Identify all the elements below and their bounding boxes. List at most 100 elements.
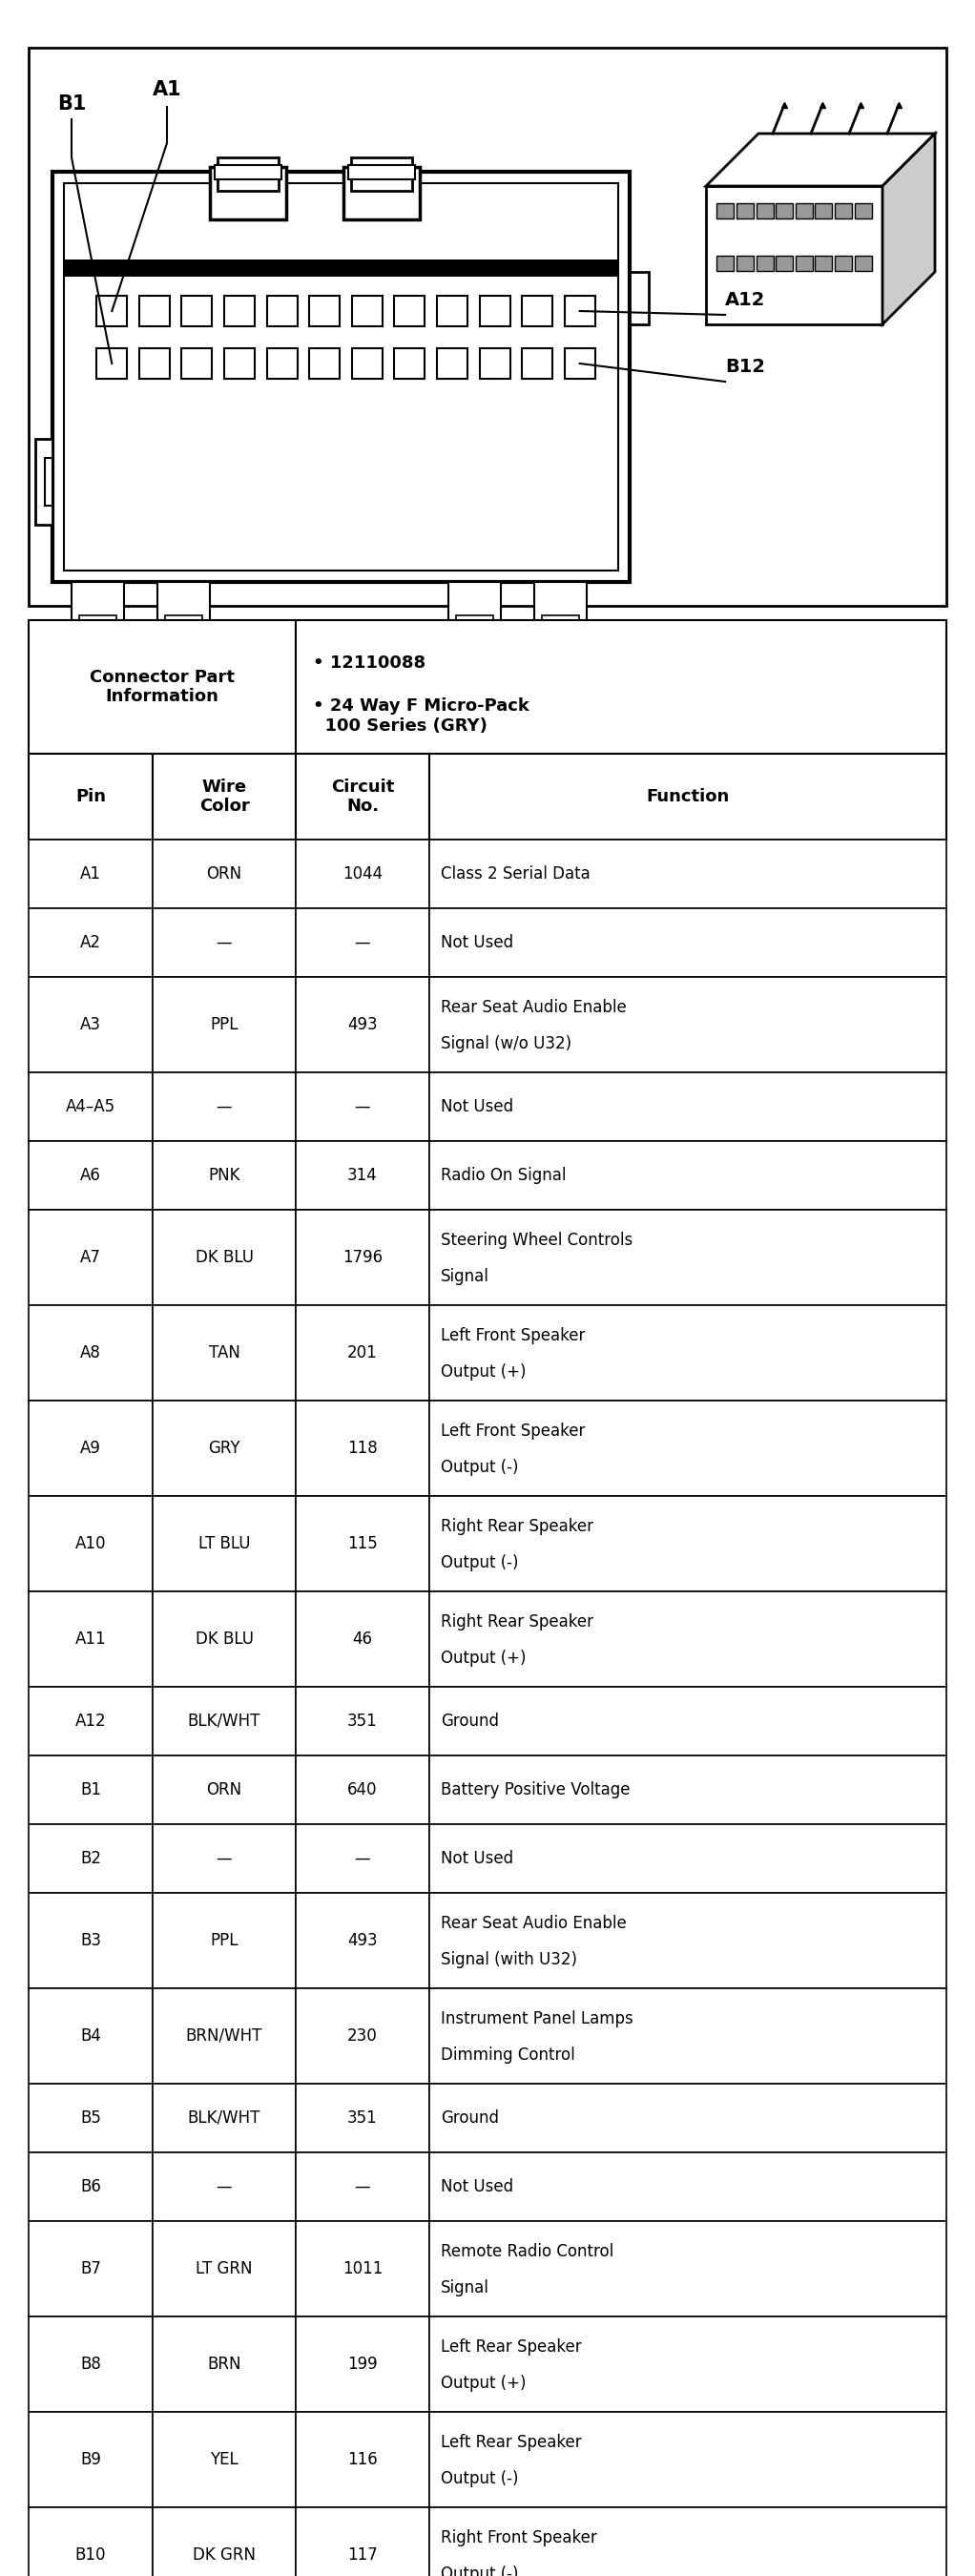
Bar xyxy=(153,2316,295,2411)
Bar xyxy=(97,348,127,379)
Bar xyxy=(295,1592,429,1687)
Bar xyxy=(522,348,553,379)
Text: Pin: Pin xyxy=(75,788,106,806)
Text: 199: 199 xyxy=(347,2354,377,2372)
Bar xyxy=(796,204,812,219)
Bar xyxy=(295,1306,429,1401)
Bar xyxy=(165,616,202,634)
Text: Remote Radio Control: Remote Radio Control xyxy=(441,2244,613,2259)
Bar xyxy=(153,1687,295,1754)
Text: ORN: ORN xyxy=(207,866,242,884)
Text: BLK/WHT: BLK/WHT xyxy=(188,2110,260,2128)
Bar xyxy=(295,2154,429,2221)
Text: DK BLU: DK BLU xyxy=(195,1631,254,1649)
Text: DK BLU: DK BLU xyxy=(195,1249,254,1265)
Text: GRY: GRY xyxy=(208,1440,240,1458)
Text: 115: 115 xyxy=(347,1535,377,1553)
Text: B6: B6 xyxy=(80,2179,101,2195)
Bar xyxy=(295,2221,429,2316)
Text: A3: A3 xyxy=(80,1015,101,1033)
Bar xyxy=(534,582,587,621)
Text: Instrument Panel Lamps: Instrument Panel Lamps xyxy=(441,2009,633,2027)
Bar xyxy=(28,909,153,976)
Bar xyxy=(429,1824,947,1893)
Text: Signal: Signal xyxy=(441,2280,489,2295)
Text: Ground: Ground xyxy=(441,1713,499,1728)
Text: A11: A11 xyxy=(75,1631,106,1649)
Bar xyxy=(53,173,630,582)
Bar xyxy=(28,1141,153,1211)
Bar xyxy=(815,255,833,270)
Text: —: — xyxy=(216,1850,232,1868)
Bar xyxy=(153,1824,295,1893)
Bar xyxy=(28,1893,153,1989)
Text: Left Rear Speaker: Left Rear Speaker xyxy=(441,2434,582,2450)
Bar xyxy=(28,1754,153,1824)
Text: A2: A2 xyxy=(80,935,101,951)
Text: —: — xyxy=(216,2179,232,2195)
Bar xyxy=(429,840,947,909)
Bar xyxy=(394,296,425,327)
Text: 46: 46 xyxy=(353,1631,372,1649)
Text: Steering Wheel Controls: Steering Wheel Controls xyxy=(441,1231,633,1249)
Text: Output (+): Output (+) xyxy=(441,1649,526,1667)
Text: —: — xyxy=(216,1097,232,1115)
Bar xyxy=(776,204,793,219)
Bar xyxy=(267,296,297,327)
Bar xyxy=(295,2506,429,2576)
Text: ORN: ORN xyxy=(207,1780,242,1798)
Bar xyxy=(429,2411,947,2506)
Text: —: — xyxy=(355,1097,370,1115)
Bar xyxy=(153,2506,295,2576)
Bar xyxy=(835,255,852,270)
Bar xyxy=(97,296,127,327)
Text: B1: B1 xyxy=(80,1780,101,1798)
Text: Right Rear Speaker: Right Rear Speaker xyxy=(441,1517,594,1535)
Bar xyxy=(139,296,170,327)
Bar xyxy=(295,1687,429,1754)
Text: B9: B9 xyxy=(80,2450,101,2468)
Bar xyxy=(28,840,153,909)
Bar xyxy=(153,840,295,909)
Bar xyxy=(429,909,947,976)
Text: —: — xyxy=(355,935,370,951)
Bar xyxy=(736,204,754,219)
Text: DK GRN: DK GRN xyxy=(193,2548,255,2563)
Text: A1: A1 xyxy=(80,866,101,884)
Bar xyxy=(429,1141,947,1211)
Bar xyxy=(706,185,882,325)
Bar xyxy=(757,204,773,219)
Bar xyxy=(565,348,595,379)
Text: Dimming Control: Dimming Control xyxy=(441,2045,575,2063)
Bar xyxy=(71,582,124,621)
Bar xyxy=(295,1754,429,1824)
Bar xyxy=(429,1893,947,1989)
Bar xyxy=(28,1306,153,1401)
Bar xyxy=(522,296,553,327)
Text: Signal (w/o U32): Signal (w/o U32) xyxy=(441,1036,571,1054)
Bar xyxy=(351,157,412,191)
Text: A12: A12 xyxy=(725,291,765,309)
Bar xyxy=(776,255,793,270)
Bar xyxy=(542,616,579,634)
Text: Signal: Signal xyxy=(441,1267,489,1285)
Text: Left Front Speaker: Left Front Speaker xyxy=(441,1422,585,1440)
Text: 118: 118 xyxy=(347,1440,377,1458)
Text: A12: A12 xyxy=(75,1713,106,1728)
Text: 230: 230 xyxy=(347,2027,377,2045)
Text: A8: A8 xyxy=(80,1345,101,1363)
Bar xyxy=(295,1211,429,1306)
Bar xyxy=(295,2084,429,2154)
Bar xyxy=(153,2411,295,2506)
Text: PPL: PPL xyxy=(211,1932,238,1950)
Bar xyxy=(717,204,734,219)
Bar xyxy=(295,2316,429,2411)
Text: B4: B4 xyxy=(80,2027,101,2045)
Bar xyxy=(295,976,429,1072)
Bar xyxy=(28,2084,153,2154)
Text: Not Used: Not Used xyxy=(441,1097,514,1115)
Text: LT GRN: LT GRN xyxy=(196,2259,253,2277)
Text: Wire
Color: Wire Color xyxy=(199,778,250,814)
Bar xyxy=(736,255,754,270)
Bar xyxy=(28,755,153,840)
